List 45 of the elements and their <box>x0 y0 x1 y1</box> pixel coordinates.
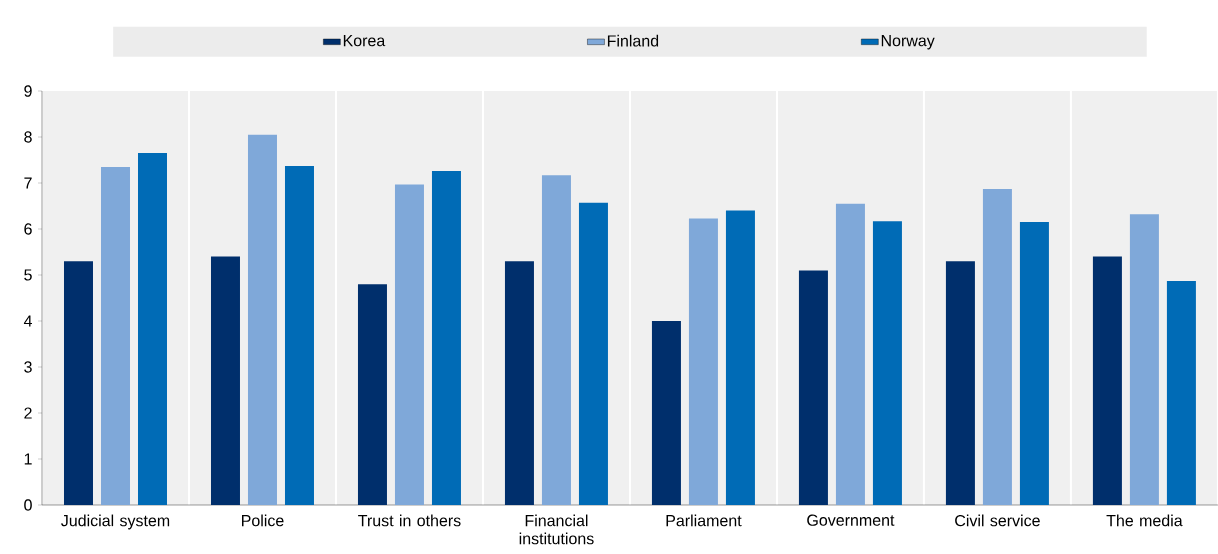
y-tick-label: 0 <box>24 499 32 511</box>
bar <box>541 175 571 506</box>
bar <box>138 153 167 506</box>
bar <box>798 270 828 506</box>
bar <box>63 261 93 506</box>
bar <box>1092 256 1122 506</box>
legend-label: Finland <box>607 34 659 47</box>
x-tick-label: The media <box>1106 514 1183 527</box>
bar <box>1019 222 1049 506</box>
y-tick-label: 8 <box>24 131 32 143</box>
bar <box>504 261 534 506</box>
bar <box>945 261 975 506</box>
y-tick-label: 5 <box>24 269 32 281</box>
y-tick-label: 6 <box>24 223 32 235</box>
y-tick-label: 4 <box>23 315 33 327</box>
legend-label: Norway <box>881 35 935 50</box>
y-tick-label: 9 <box>24 85 32 97</box>
bar <box>1166 280 1196 506</box>
bar <box>688 218 718 506</box>
bar <box>872 221 902 506</box>
x-tick-label: Government <box>807 514 895 526</box>
bar <box>725 210 755 506</box>
x-tick-label: Financial institutions <box>519 514 594 545</box>
x-tick-label: Judicial system <box>61 514 170 530</box>
bar <box>1129 214 1159 506</box>
bar <box>210 256 240 506</box>
bar <box>247 134 277 506</box>
bar <box>835 203 865 506</box>
bar <box>651 321 681 506</box>
y-tick-label: 3 <box>24 361 32 373</box>
bar <box>578 202 608 506</box>
bar <box>431 171 461 506</box>
bar <box>357 284 387 506</box>
x-tick-label: Civil service <box>955 514 1040 527</box>
bar <box>284 165 314 506</box>
y-tick-label: 7 <box>24 177 32 189</box>
y-tick-label: 1 <box>24 453 32 465</box>
x-tick-label: Parliament <box>666 514 742 527</box>
bar <box>394 184 424 506</box>
y-tick-label: 2 <box>24 407 32 419</box>
x-tick-label: Police <box>242 514 284 527</box>
bar <box>982 188 1012 506</box>
legend-label: Korea <box>343 35 386 47</box>
x-tick-label: Trust in others <box>358 514 461 527</box>
bar <box>100 166 130 506</box>
